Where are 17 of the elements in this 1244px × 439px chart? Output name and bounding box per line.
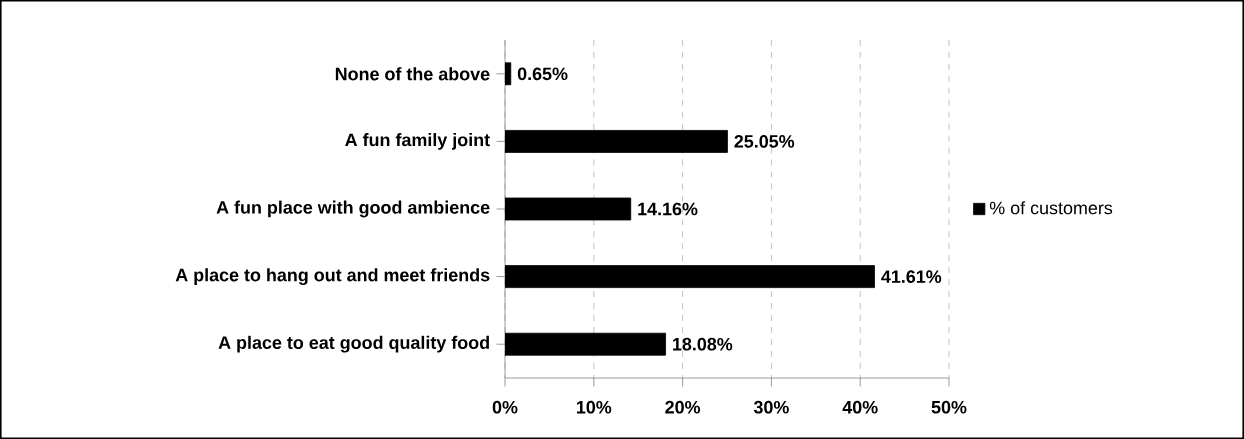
x-tick-label: 50% (931, 400, 967, 414)
data-label: 25.05% (734, 135, 795, 148)
x-tick-label: 10% (576, 400, 612, 414)
x-tick-label: 0% (492, 400, 518, 414)
x-tick-label: 30% (753, 400, 789, 414)
data-label: 14.16% (638, 202, 698, 216)
data-label: 18.08% (673, 337, 733, 351)
y-tick-label: None of the above (335, 67, 490, 81)
x-tick-label: 40% (842, 400, 878, 414)
y-tick-label: A fun family joint (345, 133, 490, 150)
legend-label: % of customers (989, 201, 1113, 215)
y-tick-label: A fun place with good ambience (216, 200, 490, 218)
y-tick-label: A place to eat good quality food (218, 335, 489, 353)
data-label: 41.61% (881, 270, 942, 283)
y-tick-label: A place to hang out and meet friends (175, 268, 490, 286)
x-tick-label: 20% (665, 400, 701, 414)
data-label: 0.65% (517, 67, 568, 81)
